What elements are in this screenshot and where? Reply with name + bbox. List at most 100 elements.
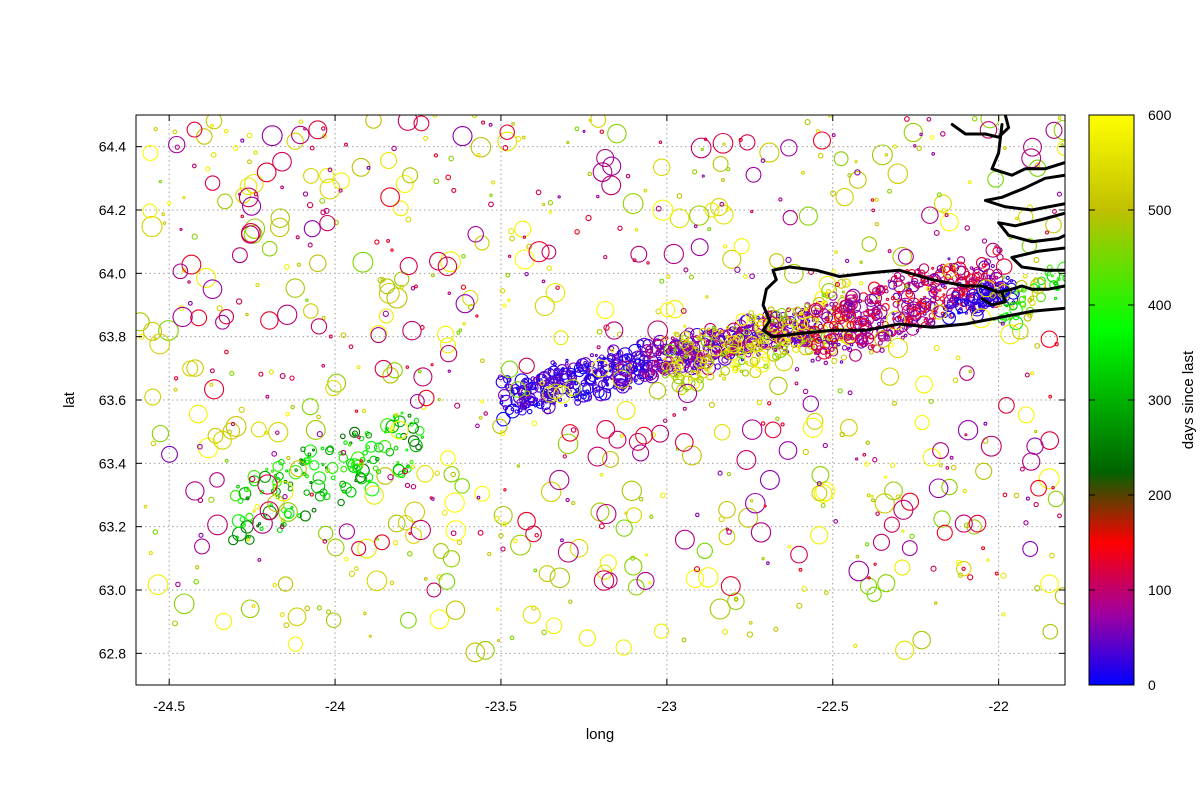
data-point [619,433,624,438]
data-point [871,306,881,316]
data-point [733,238,750,255]
data-point [573,380,579,386]
data-point [505,403,520,419]
data-point [571,500,576,506]
data-point [893,499,914,520]
data-point [950,265,956,271]
data-point [226,429,232,435]
data-point [885,297,890,302]
data-point [321,133,327,139]
data-point [284,510,292,519]
y-tick-label: 63.4 [99,455,126,471]
data-point [709,598,731,620]
data-point [209,368,215,374]
data-point [349,426,361,438]
data-point [238,406,245,413]
data-point [275,430,280,435]
data-point [736,450,757,470]
data-point [634,227,639,232]
data-point [791,320,799,328]
data-point [705,295,709,299]
data-point [494,515,500,522]
data-point [483,411,488,416]
data-point [1034,585,1041,592]
data-point [238,192,242,196]
data-point [652,158,671,177]
data-point [936,524,953,541]
data-point [951,291,960,300]
data-point [476,152,481,157]
data-point [854,159,858,164]
data-point [246,537,251,542]
data-point [666,274,671,279]
data-point [278,458,285,466]
data-point [553,368,564,379]
data-point [864,542,870,547]
data-point [592,386,605,399]
data-point [969,266,974,270]
data-point [539,380,545,386]
data-point [645,343,660,358]
data-point [821,293,826,298]
data-point [1037,285,1041,289]
x-axis-ticks: -24.5 -24 -23.5 -23 -22.5 -22 [153,115,1009,714]
data-point [950,304,954,309]
data-point [1018,295,1026,304]
data-point [173,387,178,392]
data-point [881,303,890,312]
data-point [172,263,189,280]
data-point [653,359,658,364]
data-point [988,274,993,279]
data-point [828,346,839,357]
data-point [603,254,608,260]
data-point [477,529,484,536]
data-point [289,460,307,478]
data-point [575,387,580,392]
data-point [193,579,199,585]
data-point [272,582,277,588]
data-point [982,294,995,308]
data-point [717,470,723,476]
data-point [542,386,559,403]
data-point [462,289,479,307]
data-point [309,145,315,151]
data-point [260,311,279,330]
data-point [410,464,416,469]
data-point [319,167,335,184]
data-point [626,364,632,370]
data-point [1030,371,1035,376]
data-point [326,462,339,474]
data-point [701,174,705,178]
data-point [514,249,535,270]
data-point [900,492,920,511]
data-point [370,327,387,344]
data-point [240,138,245,143]
data-point [1037,276,1046,286]
data-point [380,151,398,170]
data-point [867,309,875,317]
data-point [617,225,623,231]
data-point [824,350,828,354]
data-point [755,318,770,333]
data-point [721,628,729,635]
data-point [372,465,379,472]
data-point [904,284,909,289]
data-point [707,327,711,331]
data-point [708,345,712,349]
data-point [834,281,841,288]
data-point [815,348,821,354]
data-point [136,312,150,332]
data-point [802,395,820,413]
data-point [598,523,605,530]
data-point [410,483,417,490]
data-point [497,131,518,152]
data-point [844,258,850,264]
data-point [1002,492,1008,498]
data-point [912,630,931,650]
data-point [636,571,655,590]
data-point [980,115,1000,129]
x-tick-label: -22.5 [817,698,849,714]
data-point [874,300,879,304]
data-point [866,493,871,498]
data-point [244,218,266,239]
